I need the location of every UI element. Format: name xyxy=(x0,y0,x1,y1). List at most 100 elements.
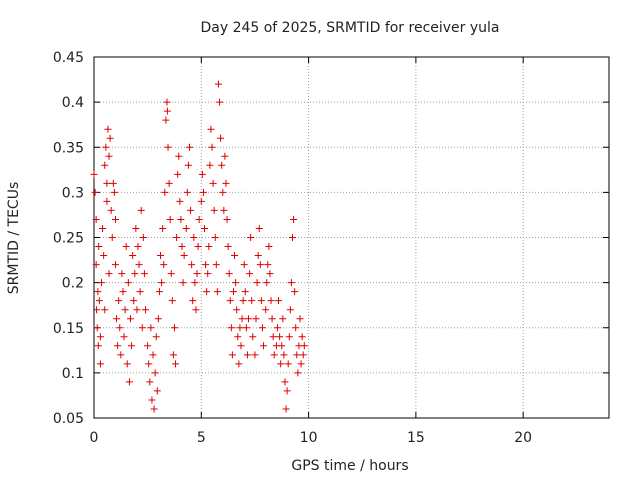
data-point-marker xyxy=(106,134,114,142)
data-point-marker xyxy=(185,143,193,151)
data-point-marker xyxy=(288,234,296,241)
data-point-marker xyxy=(183,188,191,196)
data-point-marker xyxy=(99,224,107,232)
data-point-marker xyxy=(292,324,300,332)
data-point-marker xyxy=(187,206,195,214)
data-point-marker xyxy=(178,243,186,251)
data-point-marker xyxy=(165,179,173,187)
data-point-marker xyxy=(123,360,131,368)
data-point-marker xyxy=(134,243,142,251)
data-point-marker xyxy=(163,98,171,106)
data-point-marker xyxy=(129,252,137,260)
data-point-marker xyxy=(179,279,187,287)
data-point-marker xyxy=(147,324,155,332)
data-point-marker xyxy=(180,252,188,260)
data-point-marker xyxy=(290,215,298,223)
data-point-marker xyxy=(157,252,165,260)
data-point-marker xyxy=(114,342,122,350)
data-point-marker xyxy=(222,179,230,187)
data-point-marker xyxy=(275,297,283,305)
data-point-marker xyxy=(243,351,251,359)
data-point-marker xyxy=(93,306,101,314)
data-point-marker xyxy=(111,215,119,223)
data-point-marker xyxy=(126,315,134,323)
data-point-marker xyxy=(234,333,242,341)
data-point-marker xyxy=(191,279,199,287)
data-point-marker xyxy=(110,188,118,196)
data-point-marker xyxy=(219,188,227,196)
data-point-marker xyxy=(293,351,301,359)
data-point-marker xyxy=(175,152,183,160)
data-point-marker xyxy=(276,333,284,341)
data-point-marker xyxy=(148,396,156,404)
data-point-marker xyxy=(119,288,127,296)
data-point-marker xyxy=(159,224,167,232)
data-point-marker xyxy=(189,297,197,305)
data-point-marker xyxy=(227,324,235,332)
data-point-marker xyxy=(166,215,174,223)
y-tick-label: 0.45 xyxy=(53,50,84,66)
data-point-marker xyxy=(249,333,257,341)
data-point-marker xyxy=(103,179,111,187)
data-point-marker xyxy=(252,315,260,323)
data-point-marker xyxy=(298,333,306,341)
data-point-marker xyxy=(172,360,180,368)
data-point-marker xyxy=(132,224,140,232)
data-point-marker xyxy=(211,234,219,241)
x-tick-label: 20 xyxy=(514,430,532,446)
data-point-marker xyxy=(138,324,146,332)
data-point-marker xyxy=(160,261,168,269)
data-point-marker xyxy=(257,297,265,305)
data-point-marker xyxy=(94,288,102,296)
data-point-marker xyxy=(197,197,205,205)
data-point-marker xyxy=(198,170,206,178)
data-point-marker xyxy=(117,351,125,359)
data-point-marker xyxy=(296,315,304,323)
y-tick-label: 0.2 xyxy=(62,276,84,292)
data-point-marker xyxy=(254,252,262,260)
y-tick-label: 0.4 xyxy=(62,95,84,111)
data-point-marker xyxy=(280,351,288,359)
data-point-marker xyxy=(102,143,110,151)
data-point-marker xyxy=(170,324,178,332)
chart-title: Day 245 of 2025, SRMTID for receiver yul… xyxy=(200,20,499,36)
data-point-marker xyxy=(195,215,203,223)
data-point-marker xyxy=(136,288,144,296)
data-point-marker xyxy=(270,351,278,359)
data-point-marker xyxy=(206,161,214,169)
data-point-marker xyxy=(153,387,161,395)
data-point-marker xyxy=(101,161,109,169)
data-point-marker xyxy=(201,224,209,232)
data-point-marker xyxy=(212,261,220,269)
data-point-marker xyxy=(297,360,305,368)
data-point-marker xyxy=(236,324,244,332)
data-point-marker xyxy=(94,342,102,350)
data-point-marker xyxy=(300,342,308,350)
data-point-marker xyxy=(142,306,149,314)
data-point-marker xyxy=(291,288,299,296)
data-point-marker xyxy=(209,179,217,187)
data-point-marker xyxy=(137,206,145,214)
data-point-marker xyxy=(168,297,176,305)
data-point-marker xyxy=(145,360,153,368)
data-point-marker xyxy=(220,206,228,214)
plot-frame xyxy=(93,56,610,419)
data-point-marker xyxy=(233,306,241,314)
data-point-marker xyxy=(267,297,275,305)
x-tick-label: 10 xyxy=(300,430,318,446)
data-point-marker xyxy=(229,288,237,296)
y-axis-ticks: 0.05 0.1 0.15 0.2 0.25 0.3 0.35 0.4 0.45 xyxy=(53,50,609,427)
data-point-marker xyxy=(105,270,113,278)
data-point-marker xyxy=(265,243,273,251)
data-point-marker xyxy=(95,243,103,251)
data-point-marker xyxy=(287,279,295,287)
data-point-marker xyxy=(139,234,147,241)
data-point-marker xyxy=(95,297,103,305)
data-point-marker xyxy=(184,161,192,169)
data-point-marker xyxy=(224,243,232,251)
data-point-marker xyxy=(202,261,210,269)
data-point-marker xyxy=(277,360,285,368)
y-axis-label: SRMTID / TECUs xyxy=(6,182,22,295)
data-point-marker xyxy=(91,188,99,196)
data-point-marker xyxy=(128,342,136,350)
